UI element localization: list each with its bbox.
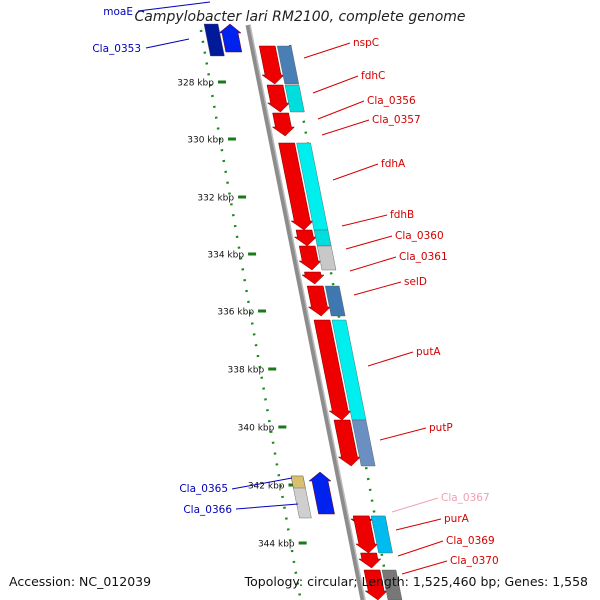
cog-category-block [381, 569, 403, 600]
cog-category-block [316, 245, 337, 271]
gene-label-fdhC: fdhC [361, 70, 385, 82]
gene-label-putP: putP [429, 422, 453, 434]
forward-gene-arrow [358, 552, 382, 569]
gene-label-leader [312, 75, 359, 94]
gene-label-Cla_0361: Cla_0361 [399, 251, 448, 263]
kbp-tick-label: 338 kbp [228, 366, 265, 376]
kbp-tick-label: 336 kbp [217, 308, 254, 318]
gene-label-leader [137, 1, 211, 12]
cog-category-block [324, 285, 346, 317]
kbp-tick-mark [298, 541, 307, 545]
gene-label-nspC: nspC [353, 37, 379, 49]
gene-label-leader [395, 518, 442, 531]
kbp-tick-label: 340 kbp [238, 424, 275, 434]
gene-label-fdhB: fdhB [390, 209, 414, 221]
cog-category-block [313, 229, 332, 247]
gene-label-leader [231, 477, 293, 490]
gene-label-Cla_0365: Cla_0365 [179, 483, 228, 495]
forward-gene-arrow [333, 419, 362, 467]
gene-label-moaE: moaE [103, 6, 133, 18]
kbp-tick-mark [248, 252, 257, 256]
kbp-tick-label: 332 kbp [197, 194, 234, 204]
forward-gene-arrow [363, 569, 388, 600]
gene-label-leader [317, 100, 365, 120]
gene-label-putA: putA [416, 346, 441, 358]
gene-label-leader [303, 42, 351, 59]
gene-label-Cla_0360: Cla_0360 [395, 230, 444, 242]
kbp-tick-label: 328 kbp [177, 79, 214, 89]
kbp-tick-mark [288, 483, 297, 487]
gene-label-leader [345, 235, 393, 250]
gene-label-Cla_0357: Cla_0357 [372, 114, 421, 126]
gene-label-leader [367, 351, 414, 367]
forward-gene-arrow [278, 142, 314, 231]
gene-label-purA: purA [444, 513, 470, 525]
forward-gene-arrow [293, 229, 318, 247]
gene-label-leader [235, 503, 299, 510]
cog-category-block [276, 45, 300, 85]
gene-label-leader [341, 214, 388, 227]
kbp-tick-mark [278, 425, 287, 429]
gene-label-Cla_0370: Cla_0370 [450, 555, 499, 567]
gene-label-selD: selD [404, 276, 427, 288]
gene-label-leader [145, 38, 190, 49]
genome-summary: Topology: circular; Length: 1,525,460 bp… [244, 574, 588, 589]
kbp-tick-label: 342 kbp [248, 482, 285, 492]
gene-label-leader [391, 497, 439, 513]
kbp-tick-mark [258, 309, 267, 313]
gene-label-fdhA: fdhA [381, 158, 406, 170]
kbp-tick-label: 344 kbp [258, 540, 295, 550]
kbp-tick-mark [217, 80, 226, 84]
cog-category-block [203, 23, 225, 57]
gene-label-leader [321, 119, 370, 136]
forward-gene-arrow [306, 285, 332, 317]
gene-label-leader [379, 427, 427, 441]
cog-category-block [284, 84, 305, 113]
gene-label-Cla_0356: Cla_0356 [367, 95, 416, 107]
accession-label: Accession: NC_012039 [9, 574, 152, 589]
cog-category-block [290, 475, 306, 489]
forward-gene-arrow [301, 271, 325, 285]
gene-label-leader [332, 163, 379, 181]
gene-label-leader [349, 256, 397, 272]
kbp-tick-label: 330 kbp [187, 136, 224, 146]
forward-gene-arrow [352, 515, 379, 554]
gene-label-Cla_0353: Cla_0353 [92, 43, 141, 55]
gene-label-Cla_0367: Cla_0367 [441, 492, 490, 504]
map-title: Campylobacter lari RM2100, complete geno… [134, 9, 466, 25]
kbp-tick-mark [238, 195, 247, 199]
forward-gene-arrow [271, 112, 296, 137]
cog-category-block [370, 515, 393, 554]
kbp-tick-label: 334 kbp [207, 251, 244, 261]
forward-gene-arrow [258, 45, 285, 85]
kbp-tick-mark [268, 367, 277, 371]
genome-backbone [245, 24, 366, 600]
forward-gene-arrow [298, 245, 322, 271]
gene-label-leader [397, 540, 444, 557]
gene-label-Cla_0369: Cla_0369 [446, 535, 495, 547]
forward-gene-arrow [313, 319, 352, 421]
genome-backbone-highlight [249, 24, 366, 600]
kbp-tick-mark [227, 137, 236, 141]
gene-label-leader [401, 560, 448, 575]
forward-gene-arrow [266, 84, 291, 113]
gene-label-leader [353, 281, 402, 296]
reverse-gene-arrow [308, 471, 335, 515]
gene-label-Cla_0366: Cla_0366 [183, 504, 232, 516]
cog-category-block [351, 419, 376, 467]
